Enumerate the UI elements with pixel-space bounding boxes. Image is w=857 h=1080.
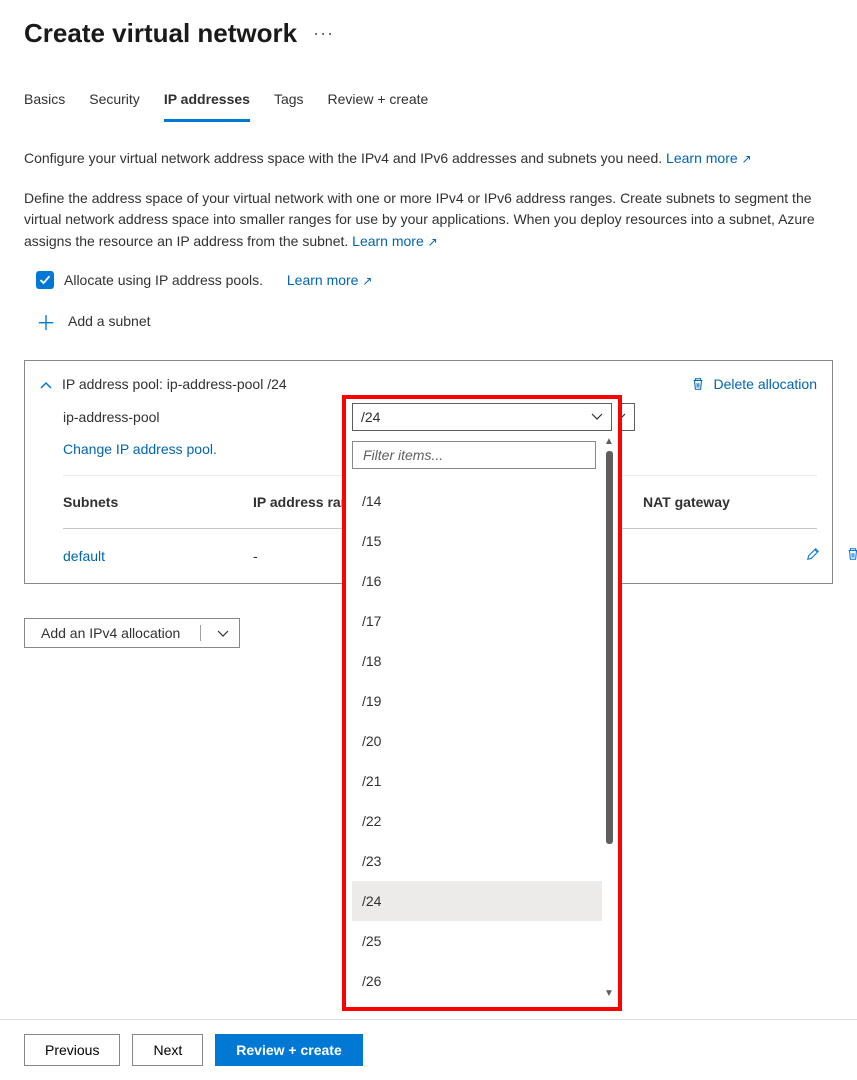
intro-text: Configure your virtual network address s… (24, 148, 833, 170)
trash-icon (846, 547, 857, 561)
intro-body: Configure your virtual network address s… (24, 150, 662, 166)
dropdown-item[interactable]: /19 (352, 681, 602, 721)
change-pool-link[interactable]: Change IP address pool. (63, 441, 217, 457)
trash-icon (691, 377, 705, 391)
tab-review-create[interactable]: Review + create (328, 87, 429, 122)
edit-subnet-button[interactable] (793, 547, 833, 564)
pool-field-label: ip-address-pool (63, 409, 363, 425)
dropdown-filter-input[interactable]: Filter items... (352, 441, 596, 469)
more-icon[interactable]: ··· (313, 23, 334, 44)
pool-title: IP address pool: ip-address-pool /24 (62, 376, 691, 392)
chevron-down-icon (591, 409, 603, 425)
tab-ip-addresses[interactable]: IP addresses (164, 87, 250, 122)
tabs: Basics Security IP addresses Tags Review + c… (24, 87, 833, 122)
tab-basics[interactable]: Basics (24, 87, 65, 122)
scroll-down-icon[interactable]: ▼ (604, 989, 614, 999)
add-subnet-button[interactable]: ＋ Add a subnet (36, 307, 833, 336)
subnet-name-link[interactable]: default (63, 548, 105, 564)
allocate-checkbox[interactable] (36, 271, 54, 289)
prefix-dropdown-select[interactable]: /24 (352, 403, 612, 431)
external-link-icon: ↗ (362, 274, 372, 288)
chevron-up-icon[interactable] (40, 379, 52, 395)
scroll-up-icon[interactable]: ▲ (604, 437, 614, 447)
dropdown-item[interactable]: /20 (352, 721, 602, 761)
add-subnet-label: Add a subnet (68, 313, 151, 329)
check-icon (39, 274, 51, 286)
dropdown-item[interactable]: /17 (352, 601, 602, 641)
tab-tags[interactable]: Tags (274, 87, 304, 122)
col-subnets: Subnets (63, 494, 253, 510)
add-ipv4-allocation-button[interactable]: Add an IPv4 allocation (24, 618, 240, 648)
dropdown-item[interactable]: /21 (352, 761, 602, 801)
next-button[interactable]: Next (132, 1034, 203, 1066)
allocate-label: Allocate using IP address pools. (64, 272, 263, 288)
dropdown-item[interactable]: /26 (352, 961, 602, 1001)
page-title: Create virtual network (24, 18, 297, 49)
scrollbar[interactable]: ▲ ▼ (602, 437, 616, 999)
external-link-icon: ↗ (742, 152, 752, 166)
learn-more-link-2[interactable]: Learn more ↗ (352, 233, 438, 249)
delete-subnet-button[interactable] (833, 547, 857, 564)
learn-more-link[interactable]: Learn more ↗ (666, 150, 752, 166)
add-allocation-label: Add an IPv4 allocation (41, 625, 180, 641)
dropdown-item[interactable]: /15 (352, 521, 602, 561)
dropdown-item[interactable]: /24 (352, 881, 602, 921)
pencil-icon (806, 547, 820, 561)
dropdown-item[interactable]: /14 (352, 481, 602, 521)
learn-more-link-3[interactable]: Learn more ↗ (287, 272, 373, 288)
prefix-dropdown-selected: /24 (361, 409, 380, 425)
divider (200, 625, 201, 641)
delete-allocation-button[interactable]: Delete allocation (691, 376, 817, 392)
define-text: Define the address space of your virtual… (24, 188, 833, 253)
dropdown-item[interactable]: /22 (352, 801, 602, 841)
dropdown-item[interactable]: /16 (352, 561, 602, 601)
scroll-thumb[interactable] (606, 451, 613, 844)
footer: Previous Next Review + create (0, 1019, 857, 1080)
dropdown-item[interactable]: /23 (352, 841, 602, 881)
prefix-dropdown: /24 Filter items... /14/15/16/17/18/19/2… (342, 395, 622, 1011)
col-nat: NAT gateway (643, 494, 793, 510)
chevron-down-icon (217, 627, 229, 639)
review-create-button[interactable]: Review + create (215, 1034, 362, 1066)
dropdown-item[interactable]: /18 (352, 641, 602, 681)
previous-button[interactable]: Previous (24, 1034, 120, 1066)
tab-security[interactable]: Security (89, 87, 140, 122)
plus-icon: ＋ (36, 307, 56, 336)
external-link-icon: ↗ (428, 235, 438, 249)
dropdown-item[interactable]: /25 (352, 921, 602, 961)
